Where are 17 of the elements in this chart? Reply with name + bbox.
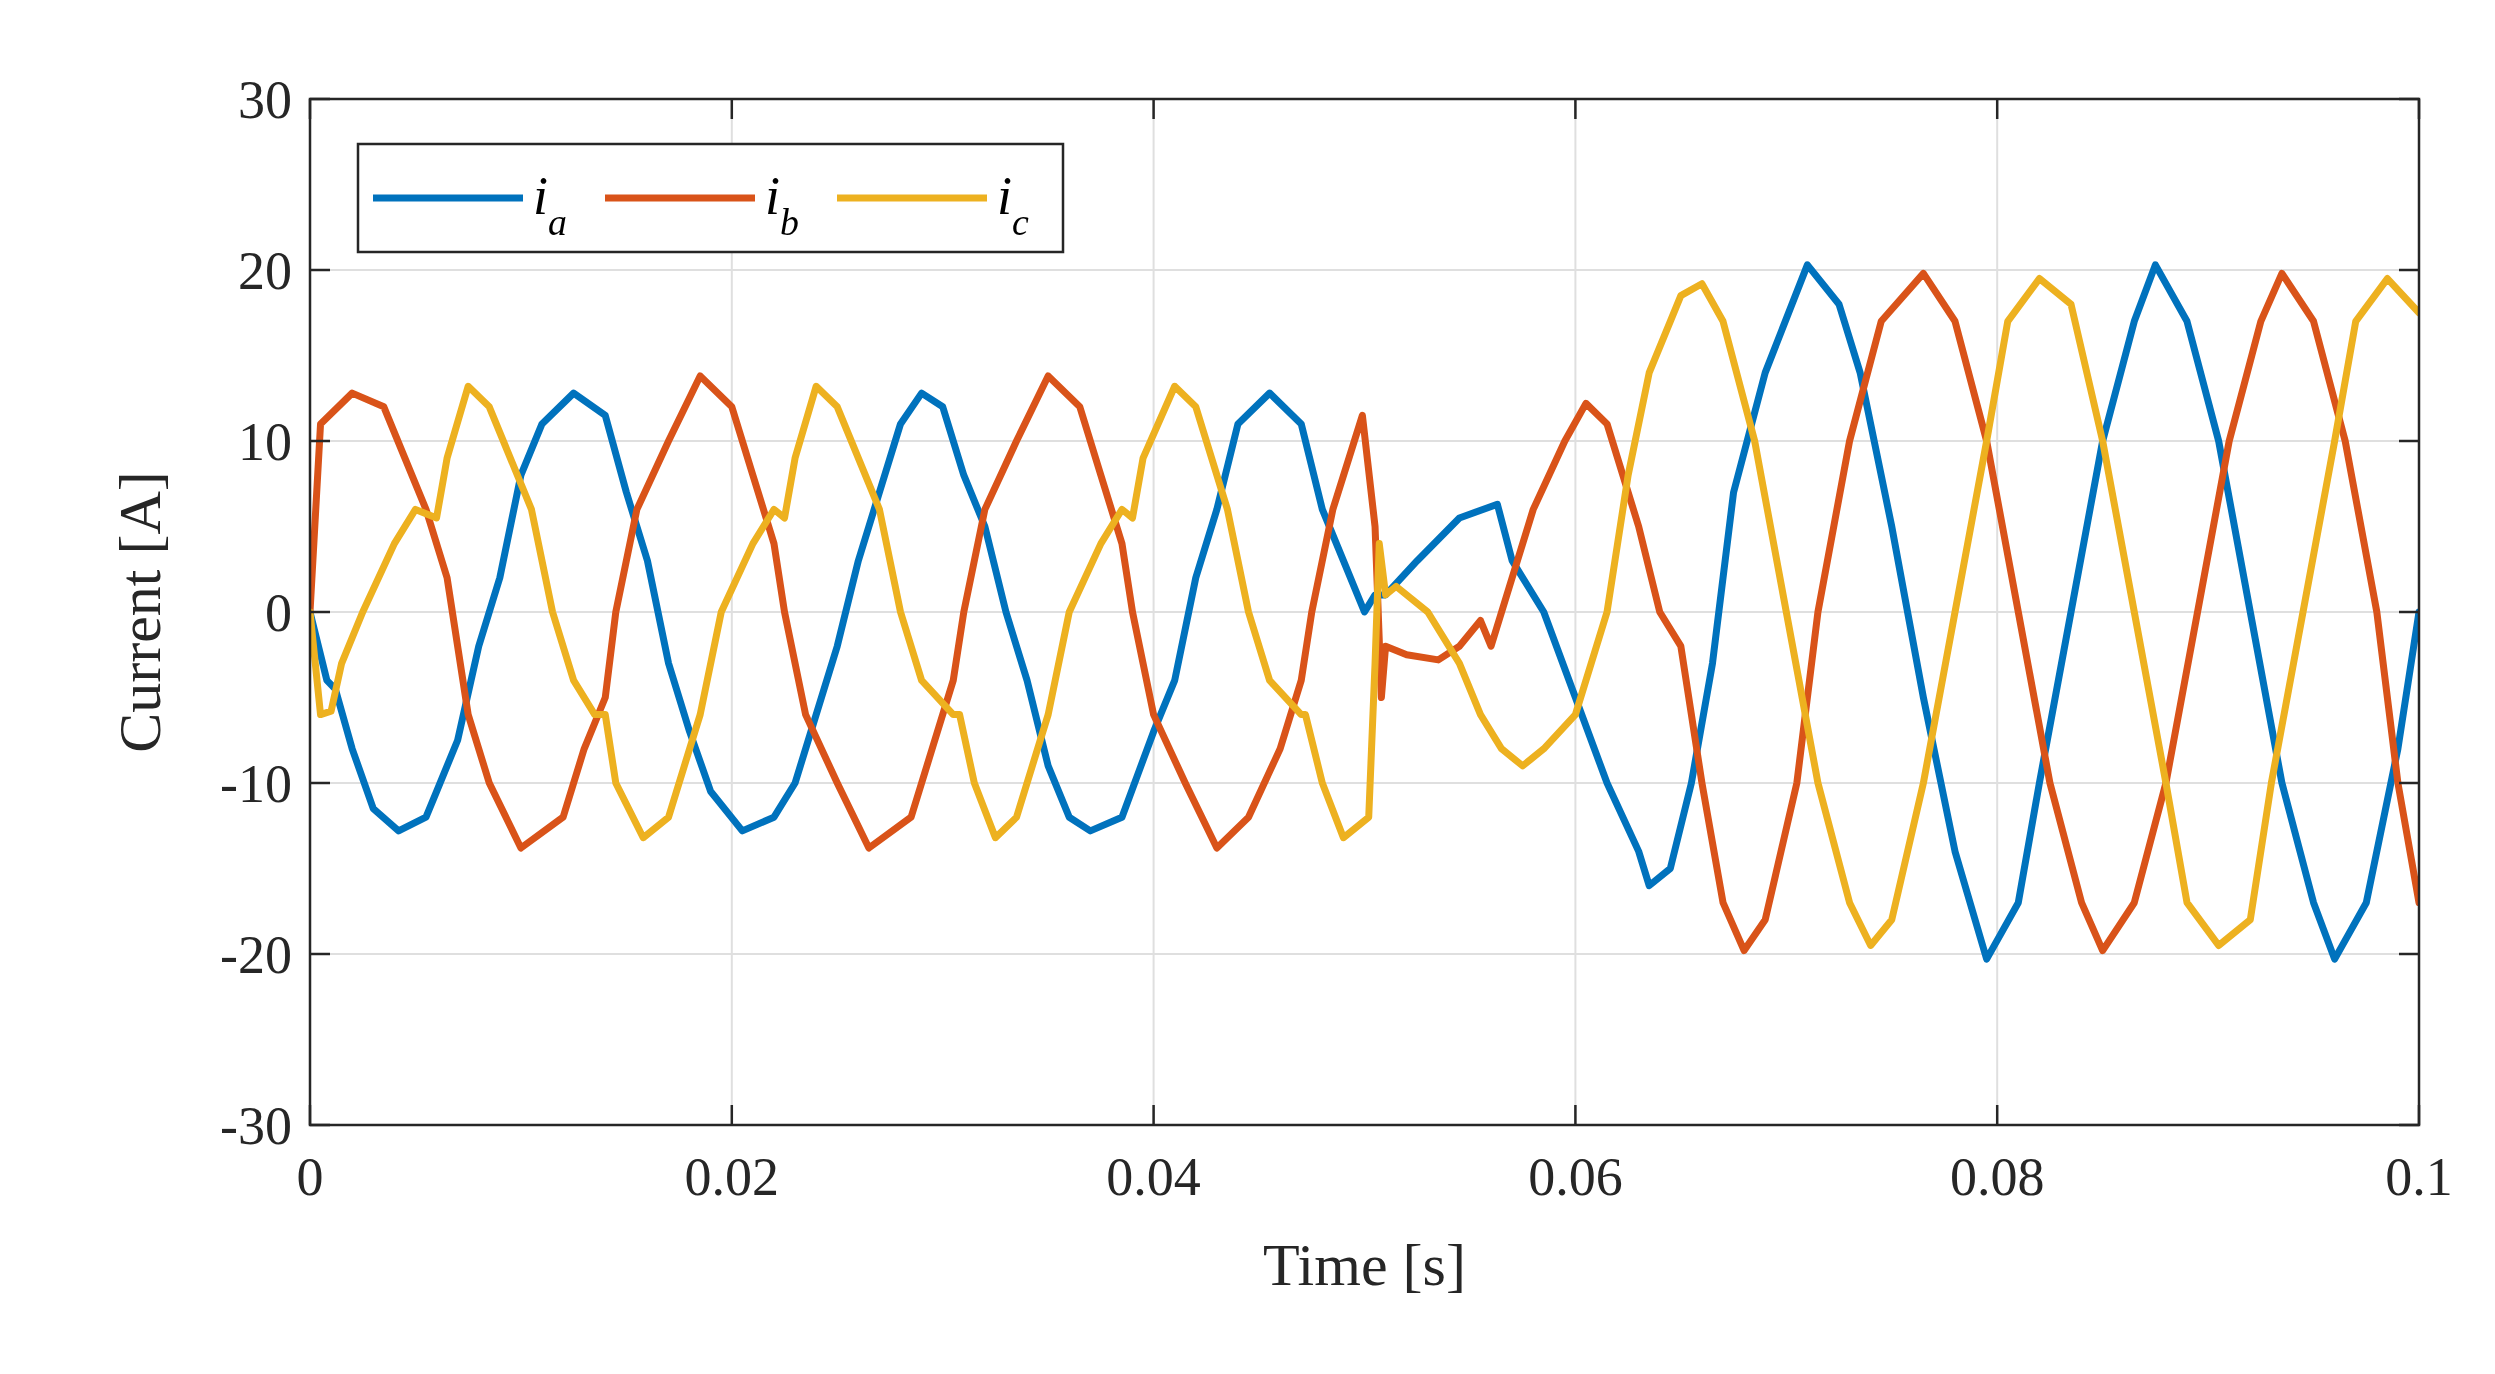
x-tick-label: 0.1 [2385, 1147, 2453, 1207]
x-tick-label: 0.04 [1106, 1147, 1201, 1207]
x-tick-label: 0.08 [1949, 1147, 2045, 1207]
x-axis-title: Time [s] [1263, 1232, 1466, 1298]
x-tick-label: 0.06 [1528, 1147, 1623, 1207]
legend-label: i$_{c}$ [997, 166, 1030, 244]
y-axis-title: Current [A] [107, 471, 173, 753]
y-tick-label: -20 [220, 924, 292, 985]
legend-label: i$_{b}$ [765, 166, 799, 244]
x-tick-label: 0.02 [684, 1147, 780, 1207]
y-tick-label: 20 [238, 240, 292, 301]
y-tick-label: 0 [265, 582, 292, 643]
y-tick-label: 30 [238, 69, 292, 130]
y-tick-label: -10 [220, 753, 292, 814]
legend-label: i$_{a}$ [533, 166, 567, 244]
y-tick-label: 10 [238, 411, 292, 472]
y-tick-label: -30 [220, 1095, 292, 1156]
